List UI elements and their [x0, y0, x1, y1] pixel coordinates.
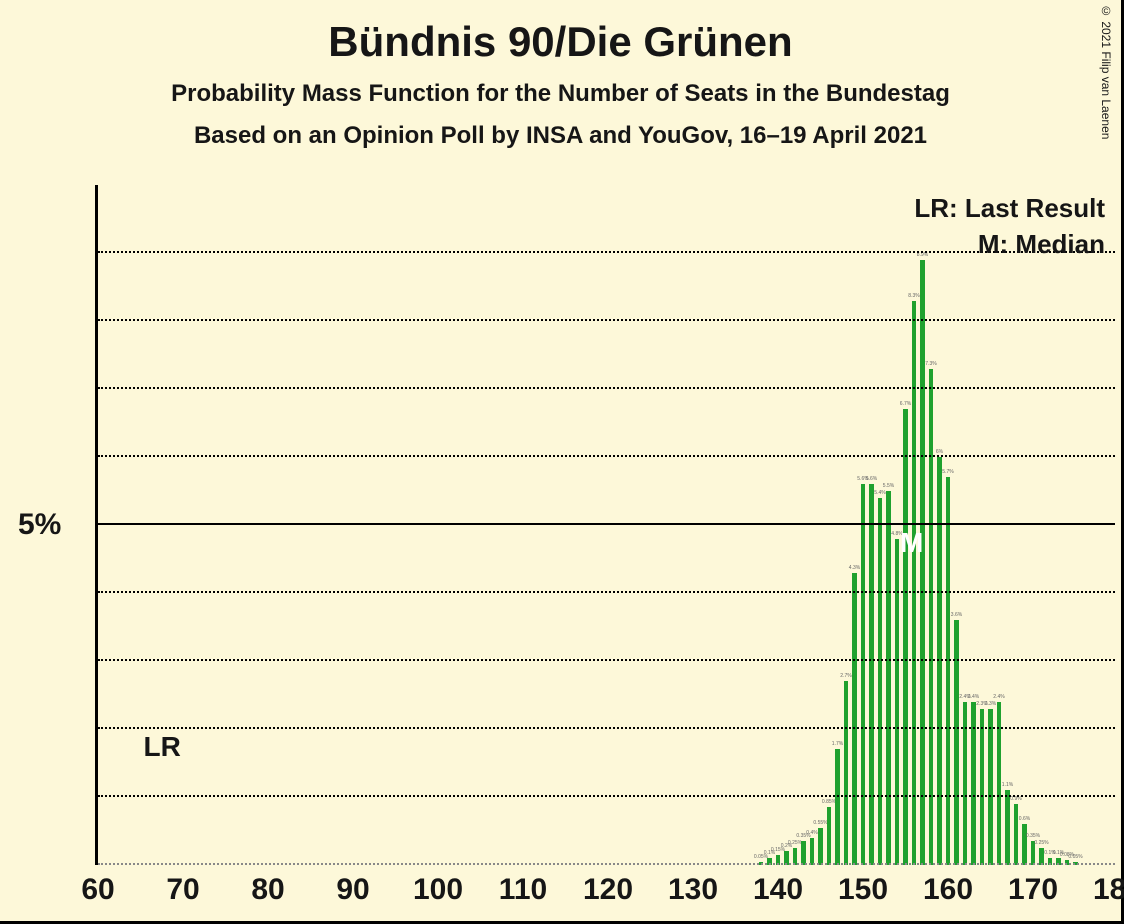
chart-container: 0.05%0.1%0.15%0.2%0.25%0.35%0.4%0.55%0.8…: [0, 180, 1124, 920]
legend-median: M: Median: [978, 229, 1105, 260]
bar-value-label: 2.4%: [993, 694, 1004, 700]
bar: [886, 491, 891, 865]
grid-minor: [98, 251, 1115, 253]
grid-minor: [98, 455, 1115, 457]
bar-value-label: 5.6%: [866, 476, 877, 482]
copyright-notice: © 2021 Filip van Laenen: [1099, 4, 1113, 139]
bar-value-label: 8.3%: [908, 293, 919, 299]
x-tick-label: 70: [166, 873, 199, 907]
last-result-marker: LR: [144, 731, 181, 763]
bar-value-label: 0.25%: [788, 840, 802, 846]
bar: [946, 477, 951, 865]
y-axis-label: 5%: [18, 508, 61, 542]
bar: [801, 841, 806, 865]
bar-value-label: 0.25%: [1034, 840, 1048, 846]
grid-minor: [98, 727, 1115, 729]
x-tick-label: 90: [336, 873, 369, 907]
bar-value-label: 1.7%: [832, 741, 843, 747]
x-tick-label: 140: [753, 873, 803, 907]
bar-value-label: 0.35%: [1026, 833, 1040, 839]
chart-subtitle: Probability Mass Function for the Number…: [0, 80, 1121, 108]
bar: [861, 484, 866, 865]
x-tick-label: 80: [251, 873, 284, 907]
bar: [1005, 790, 1010, 865]
bar: [818, 828, 823, 865]
x-tick-label: 60: [81, 873, 114, 907]
bar-value-label: 0.55%: [813, 820, 827, 826]
bar: [835, 749, 840, 865]
bar: [929, 369, 934, 865]
bar-value-label: 1.1%: [1002, 782, 1013, 788]
bar-value-label: 5.7%: [942, 469, 953, 475]
bars-layer: 0.05%0.1%0.15%0.2%0.25%0.35%0.4%0.55%0.8…: [98, 185, 1115, 865]
bar: [869, 484, 874, 865]
bar-value-label: 6.7%: [900, 401, 911, 407]
chart-subtitle-2: Based on an Opinion Poll by INSA and You…: [0, 122, 1121, 150]
bar: [895, 539, 900, 865]
bar: [878, 498, 883, 865]
bar: [1022, 824, 1027, 865]
bar: [844, 681, 849, 865]
x-tick-label: 120: [583, 873, 633, 907]
legend-last-result: LR: Last Result: [914, 193, 1105, 224]
bar: [827, 807, 832, 865]
x-tick-label: 100: [413, 873, 463, 907]
bar: [988, 709, 993, 865]
grid-minor: [98, 591, 1115, 593]
bar-value-label: 0.4%: [806, 830, 817, 836]
bar: [937, 457, 942, 865]
bar-value-label: 2.3%: [985, 701, 996, 707]
x-tick-label: 180: [1093, 873, 1124, 907]
bar-value-label: 4.8%: [891, 531, 902, 537]
bar: [810, 838, 815, 865]
bar-value-label: 3.6%: [951, 612, 962, 618]
bar: [1014, 804, 1019, 865]
grid-minor: [98, 795, 1115, 797]
x-tick-label: 150: [838, 873, 888, 907]
bar: [912, 301, 917, 865]
grid-major: [98, 523, 1115, 525]
bar-value-label: 4.3%: [849, 565, 860, 571]
x-tick-label: 160: [923, 873, 973, 907]
bar: [954, 620, 959, 865]
x-tick-label: 170: [1008, 873, 1058, 907]
bar-value-label: 0.6%: [1019, 816, 1030, 822]
bar-value-label: 5.4%: [874, 490, 885, 496]
bar-value-label: 0.05%: [1068, 854, 1082, 860]
bar: [920, 260, 925, 865]
bar-value-label: 7.3%: [925, 361, 936, 367]
grid-minor: [98, 387, 1115, 389]
grid-minor: [98, 319, 1115, 321]
plot-area: 0.05%0.1%0.15%0.2%0.25%0.35%0.4%0.55%0.8…: [95, 185, 1115, 865]
grid-minor: [98, 659, 1115, 661]
x-tick-label: 110: [499, 873, 547, 907]
x-axis-baseline: [98, 863, 1115, 865]
bar-value-label: 2.4%: [968, 694, 979, 700]
chart-title: Bündnis 90/Die Grünen: [0, 0, 1121, 66]
bar: [980, 709, 985, 865]
bar-value-label: 2.7%: [840, 673, 851, 679]
x-tick-label: 130: [668, 873, 718, 907]
bar: [852, 573, 857, 865]
bar-value-label: 5.5%: [883, 483, 894, 489]
bar-value-label: 0.85%: [822, 799, 836, 805]
